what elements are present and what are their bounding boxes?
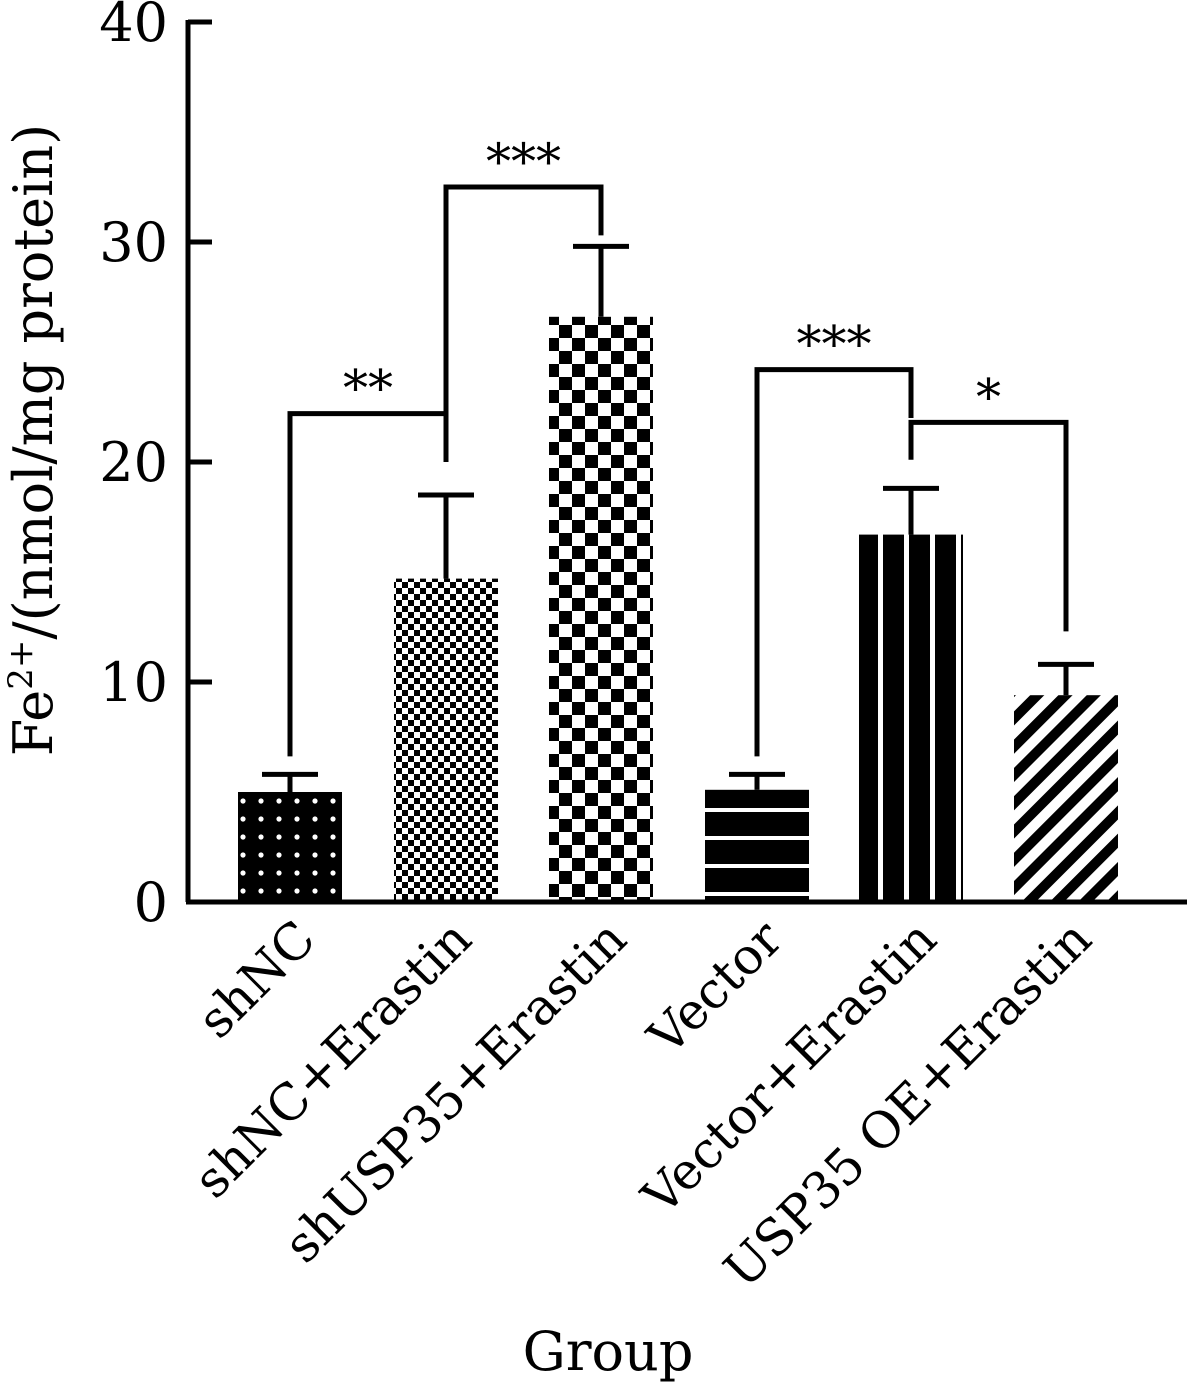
y-axis-title-prefix: Fe — [2, 690, 65, 756]
y-tick-label-10: 10 — [99, 651, 168, 714]
y-tick-label-0: 0 — [134, 871, 168, 934]
category-label-5: Vector+Erastin — [631, 909, 948, 1226]
bracket-line-2 — [443, 184, 604, 462]
x-axis-title: Group — [523, 1320, 694, 1383]
bar-1 — [238, 792, 342, 902]
bar-6 — [1014, 695, 1118, 902]
significance-label-1: ** — [343, 360, 393, 418]
category-label-2: shNC+Erastin — [183, 909, 483, 1209]
y-axis-title: Fe2+/(nmol/mg protein) — [1, 124, 65, 756]
bar-3 — [549, 316, 653, 902]
bar-5 — [859, 534, 963, 902]
significance-label-4: * — [976, 368, 1001, 426]
bracket-line-4 — [908, 419, 1069, 632]
y-tick-label-30: 30 — [99, 211, 168, 274]
category-label-4: Vector — [636, 909, 793, 1066]
y-axis-title-suffix: /(nmol/mg protein) — [2, 124, 65, 640]
significance-bracket-2: *** — [443, 133, 604, 462]
bracket-line-3 — [754, 367, 914, 757]
y-axis-title-superscript: 2+ — [1, 640, 41, 690]
significance-bracket-4: * — [908, 368, 1069, 632]
category-label-1: shNC — [187, 909, 327, 1049]
significance-label-2: *** — [486, 133, 561, 191]
bar-2 — [394, 578, 498, 902]
bar-4 — [705, 789, 809, 902]
y-tick-label-20: 20 — [99, 431, 168, 494]
significance-bracket-3: *** — [754, 316, 914, 757]
significance-label-3: *** — [797, 316, 872, 374]
y-tick-label-40: 40 — [99, 0, 168, 54]
